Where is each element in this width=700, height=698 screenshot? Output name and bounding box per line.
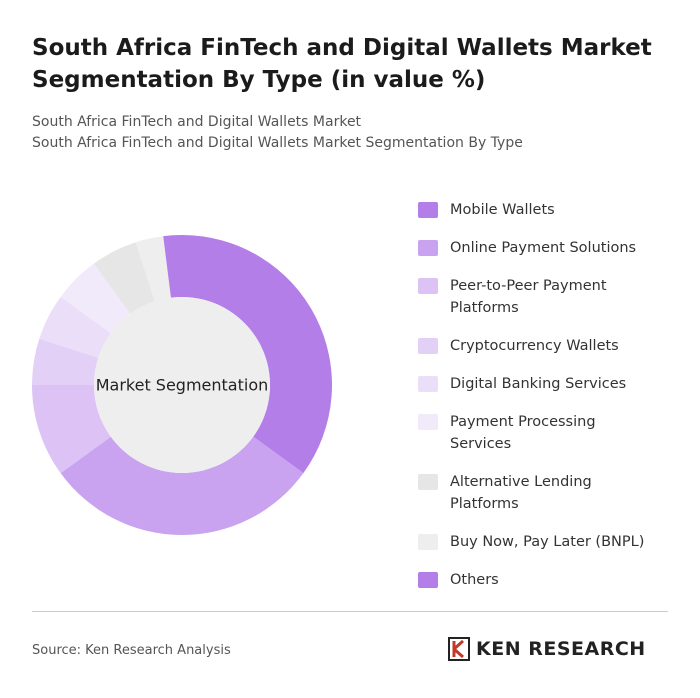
legend-swatch: [418, 240, 438, 256]
donut-slice: [163, 235, 182, 298]
subtitle: South Africa FinTech and Digital Wallets…: [32, 114, 362, 130]
subtitle: South Africa FinTech and Digital Wallets…: [32, 135, 523, 151]
donut-slice: [93, 242, 155, 314]
legend-item: Digital Banking Services: [418, 373, 678, 395]
legend-swatch: [418, 376, 438, 392]
logo-text: KEN RESEARCH: [476, 638, 646, 660]
legend-swatch: [418, 338, 438, 354]
legend-label: Buy Now, Pay Later (BNPL): [450, 534, 645, 550]
donut-slice: [135, 236, 171, 302]
legend-item: Buy Now, Pay Later (BNPL): [418, 531, 678, 553]
legend-swatch: [418, 474, 438, 490]
donut-slice: [60, 263, 131, 334]
center-label: Market Segmentation: [96, 376, 269, 395]
legend-label: Mobile Wallets: [450, 202, 555, 218]
donut-slice: [182, 235, 332, 474]
legend-swatch: [418, 202, 438, 218]
donut-slice: [32, 385, 111, 474]
donut-slice: [39, 296, 111, 358]
donut-chart: Market Segmentation: [32, 235, 332, 535]
legend-label: Payment Processing Services: [450, 414, 596, 452]
legend-item: Payment Processing Services: [418, 411, 678, 455]
legend-label: Online Payment Solutions: [450, 240, 637, 256]
legend-label: Alternative Lending Platforms: [450, 474, 592, 512]
donut-hole: [94, 297, 270, 473]
legend-item: Others: [418, 569, 678, 591]
legend-label: Cryptocurrency Wallets: [450, 338, 619, 354]
legend-item: Online Payment Solutions: [418, 237, 678, 259]
legend: Mobile Wallets Online Payment Solutions Pe…: [418, 199, 678, 591]
source: Source: Ken Research Analysis: [32, 643, 231, 658]
legend-item: Cryptocurrency Wallets: [418, 335, 678, 357]
donut-slice: [32, 338, 99, 385]
divider: [32, 611, 668, 612]
legend-swatch: [418, 572, 438, 588]
legend-swatch: [418, 278, 438, 294]
legend-label: Digital Banking Services: [450, 376, 627, 392]
legend-swatch: [418, 534, 438, 550]
donut-slice: [60, 436, 304, 535]
logo: KEN RESEARCH: [448, 637, 646, 661]
legend-item: Mobile Wallets: [418, 199, 678, 221]
legend-swatch: [418, 414, 438, 430]
legend-label: Peer-to-Peer Payment Platforms: [450, 278, 607, 316]
legend-item: Alternative Lending Platforms: [418, 471, 678, 515]
legend-label: Others: [450, 572, 499, 588]
legend-item: Peer-to-Peer Payment Platforms: [418, 275, 678, 319]
title: South Africa FinTech and Digital Wallets…: [32, 35, 652, 93]
logo-icon: [448, 637, 470, 661]
